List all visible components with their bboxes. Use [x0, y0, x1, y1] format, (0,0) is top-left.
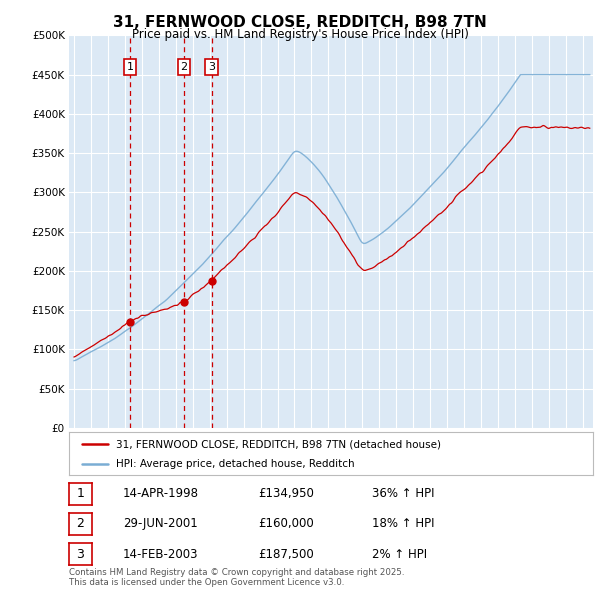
Text: 31, FERNWOOD CLOSE, REDDITCH, B98 7TN (detached house): 31, FERNWOOD CLOSE, REDDITCH, B98 7TN (d… — [116, 440, 441, 450]
Text: £134,950: £134,950 — [258, 487, 314, 500]
Text: 2: 2 — [76, 517, 85, 530]
Text: 36% ↑ HPI: 36% ↑ HPI — [372, 487, 434, 500]
Text: 1: 1 — [127, 62, 133, 72]
Text: HPI: Average price, detached house, Redditch: HPI: Average price, detached house, Redd… — [116, 460, 355, 469]
Text: 1: 1 — [76, 487, 85, 500]
Text: £160,000: £160,000 — [258, 517, 314, 530]
Text: Contains HM Land Registry data © Crown copyright and database right 2025.
This d: Contains HM Land Registry data © Crown c… — [69, 568, 404, 587]
Text: 14-APR-1998: 14-APR-1998 — [123, 487, 199, 500]
Text: £187,500: £187,500 — [258, 548, 314, 560]
Text: 14-FEB-2003: 14-FEB-2003 — [123, 548, 199, 560]
Text: 2: 2 — [181, 62, 188, 72]
Text: Price paid vs. HM Land Registry's House Price Index (HPI): Price paid vs. HM Land Registry's House … — [131, 28, 469, 41]
Text: 29-JUN-2001: 29-JUN-2001 — [123, 517, 198, 530]
Text: 18% ↑ HPI: 18% ↑ HPI — [372, 517, 434, 530]
Text: 2% ↑ HPI: 2% ↑ HPI — [372, 548, 427, 560]
Text: 31, FERNWOOD CLOSE, REDDITCH, B98 7TN: 31, FERNWOOD CLOSE, REDDITCH, B98 7TN — [113, 15, 487, 30]
Text: 3: 3 — [76, 548, 85, 560]
Text: 3: 3 — [208, 62, 215, 72]
